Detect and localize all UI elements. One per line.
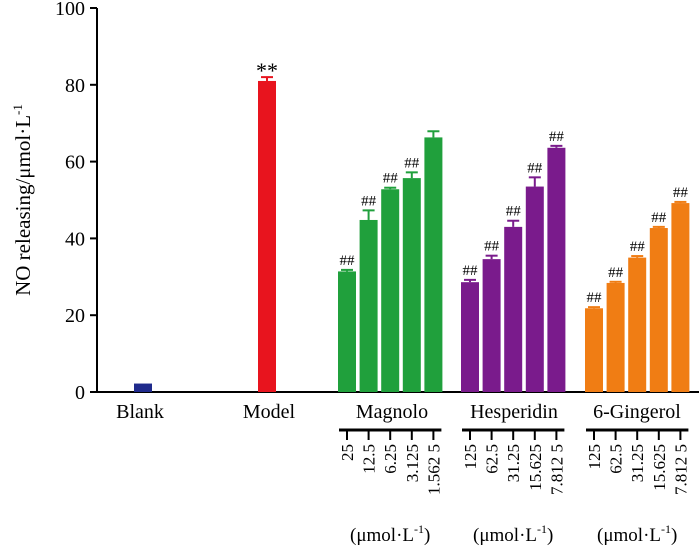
dose-label: 12.5 <box>360 444 379 474</box>
unit-superscript: -1 <box>537 522 547 536</box>
dose-label: 15.625 <box>526 444 545 491</box>
group-labels: Blank Model Magnolo Hesperidin 6-Gingerol <box>116 401 681 423</box>
unit-label: (μmol·L-1) <box>350 522 430 546</box>
bar <box>525 186 544 392</box>
dose-label: 31.25 <box>628 444 647 482</box>
group-label: Hesperidin <box>470 401 558 423</box>
bar <box>649 228 668 392</box>
bar <box>671 203 690 392</box>
y-tick-label: 80 <box>65 75 85 97</box>
bar <box>424 137 443 392</box>
bar <box>585 308 603 392</box>
dose-label: 1.562 5 <box>424 444 443 495</box>
y-axis-label: NO releasing/μmol·L-1 <box>10 104 35 296</box>
dose-label: 7.812 5 <box>547 444 566 495</box>
significance-mark: ## <box>673 185 689 201</box>
significance-mark: ** <box>256 58 278 83</box>
dose-label: 6.25 <box>381 444 400 474</box>
bar <box>547 147 566 392</box>
bar <box>482 259 501 392</box>
dose-label: 25 <box>338 444 357 461</box>
significance-mark: ## <box>361 193 377 209</box>
significance-mark: ## <box>383 171 399 187</box>
group-label: Model <box>243 401 296 423</box>
significance-mark: ## <box>527 160 543 176</box>
bar <box>628 257 647 392</box>
y-tick-label: 100 <box>55 0 85 20</box>
dose-label: 125 <box>461 444 480 470</box>
unit-prefix: (μmol·L <box>597 525 661 546</box>
unit-suffix: ) <box>547 525 553 546</box>
bar <box>402 178 421 392</box>
significance-mark: ## <box>463 263 479 279</box>
significance-mark: ## <box>549 129 565 145</box>
significance-mark: ## <box>404 155 420 171</box>
y-tick-label: 60 <box>65 152 85 174</box>
significance-mark: ## <box>608 265 624 281</box>
significance-mark: ## <box>506 204 522 220</box>
group-label: Blank <box>116 401 164 423</box>
dose-label: 125 <box>585 444 604 470</box>
significance-mark: ## <box>587 290 603 306</box>
dose-brackets: 25 12.5 6.25 3.125 1.562 5(μmol·L-1)125 62.5 3… <box>338 428 690 546</box>
dose-label: 62.5 <box>607 444 626 474</box>
unit-superscript: -1 <box>414 522 424 536</box>
unit-superscript: -1 <box>661 522 671 536</box>
y-tick-label: 40 <box>65 228 85 250</box>
bars: ** ## ## ## ## ## ## ## ## ## ## ## ## ## ## <box>134 58 690 393</box>
unit-label: (μmol·L-1) <box>473 522 553 546</box>
y-tick-label: 0 <box>75 382 85 404</box>
significance-mark: ## <box>484 239 500 255</box>
group-label: Magnolo <box>356 401 428 423</box>
dose-label: 3.125 <box>403 444 422 482</box>
dose-label: 15.625 <box>650 444 669 491</box>
bar <box>504 226 523 392</box>
significance-mark: ## <box>340 253 356 269</box>
y-axis: 0 20 40 60 80 100 <box>55 0 699 404</box>
dose-label: 7.812 5 <box>671 444 690 495</box>
unit-prefix: (μmol·L <box>350 525 414 546</box>
unit-prefix: (μmol·L <box>473 525 537 546</box>
group-label: 6-Gingerol <box>593 401 681 423</box>
bar <box>258 80 276 393</box>
unit-suffix: ) <box>671 525 677 546</box>
significance-mark: ## <box>630 239 646 255</box>
bar <box>461 282 479 392</box>
significance-mark: ## <box>651 210 667 226</box>
dose-label: 62.5 <box>483 444 502 474</box>
unit-label: (μmol·L-1) <box>597 522 677 546</box>
bar <box>606 282 625 392</box>
bar <box>381 189 400 392</box>
unit-suffix: ) <box>424 525 430 546</box>
bar <box>338 271 356 392</box>
bar <box>359 219 378 392</box>
y-tick-label: 20 <box>65 305 85 327</box>
bar <box>134 383 152 392</box>
dose-label: 31.25 <box>504 444 523 482</box>
